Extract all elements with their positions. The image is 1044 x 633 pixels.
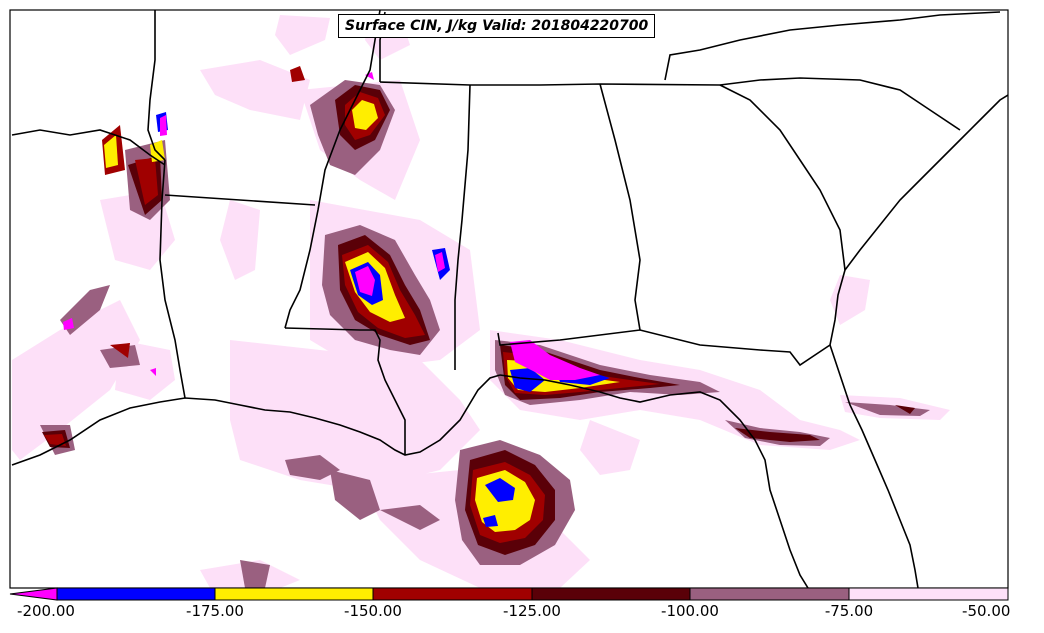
state-line-mississippi-river xyxy=(284,10,381,329)
state-line-la-ms xyxy=(284,327,406,455)
colorbar-tick-label: -75.00 xyxy=(824,602,874,620)
state-line-tx-la xyxy=(159,159,186,399)
colorbar-below-min-arrow xyxy=(9,587,58,601)
colorbar-tick-label: -100.00 xyxy=(661,602,719,620)
state-line-va-nc xyxy=(664,11,1001,81)
colorbar-bin xyxy=(56,587,216,601)
colorbar-tick-label: -50.00 xyxy=(962,602,1011,620)
colorbar-bin xyxy=(848,587,1009,601)
colorbar-tick-label: -150.00 xyxy=(344,602,402,620)
coastline-florida xyxy=(499,374,809,588)
state-line-nc-sc xyxy=(719,77,961,131)
cin-band-magenta xyxy=(63,72,600,380)
coastline-gulf xyxy=(11,374,501,466)
cin-contours xyxy=(12,14,950,588)
coastline-atlantic xyxy=(829,94,1008,346)
state-line-ga-sc xyxy=(719,84,846,271)
colorbar-bin xyxy=(531,587,691,601)
coastline-florida-east xyxy=(829,344,919,588)
colorbar-bin xyxy=(372,587,533,601)
colorbar-tick-label: -175.00 xyxy=(186,602,244,620)
colorbar-tick-label: -125.00 xyxy=(503,602,561,620)
state-line-tn-south xyxy=(379,81,721,86)
colorbar xyxy=(9,587,1009,601)
state-line-ms-al xyxy=(454,84,471,370)
state-line-ar-la xyxy=(164,194,316,206)
state-line-ar-north xyxy=(147,10,166,161)
map-title: Surface CIN, J/kg Valid: 201804220700 xyxy=(338,14,656,38)
state-line-ok-tx xyxy=(11,129,166,166)
colorbar-bin xyxy=(689,587,850,601)
colorbar-tick-label: -200.00 xyxy=(17,602,75,620)
state-line-al-ga xyxy=(599,83,641,331)
state-line-al-fl xyxy=(497,329,831,367)
colorbar-bin xyxy=(214,587,374,601)
